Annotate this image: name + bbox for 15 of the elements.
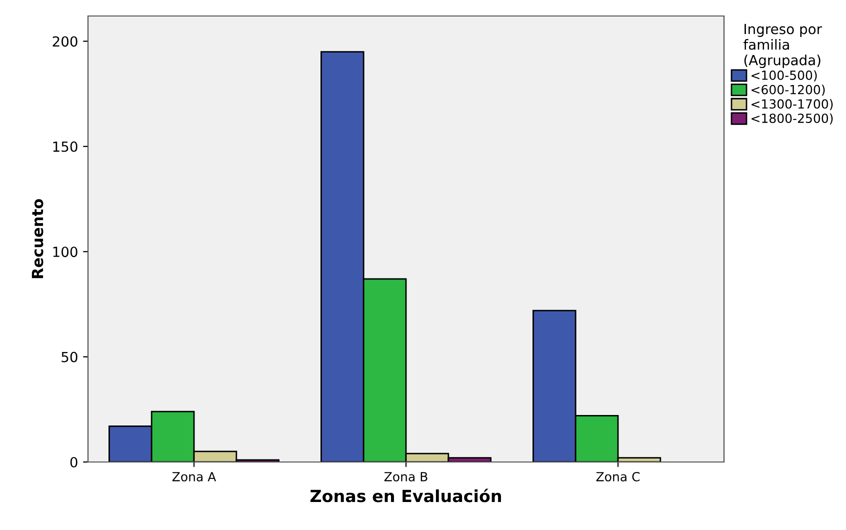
y-tick-label: 50 [62, 352, 78, 362]
legend-label: <600-1200) [752, 84, 825, 96]
y-tick-label: 150 [53, 141, 78, 152]
y-tick-label: 100 [53, 246, 78, 258]
x-tick-label: Zona B [384, 472, 428, 482]
x-tick-label: Zona A [172, 472, 216, 482]
y-axis-title: Recuento [32, 199, 44, 278]
legend-title: Ingreso por familia (Agrupada) [744, 24, 822, 68]
legend-label: <1800-2500) [752, 113, 833, 124]
legend-label: <1300-1700) [752, 99, 833, 110]
y-tick-label: 200 [52, 36, 78, 47]
legend-label: <100-500) [752, 70, 817, 82]
x-axis-title: Zonas en Evaluación [310, 488, 501, 502]
x-tick-label: Zona C [596, 472, 640, 482]
y-tick-label: 0 [70, 456, 78, 468]
